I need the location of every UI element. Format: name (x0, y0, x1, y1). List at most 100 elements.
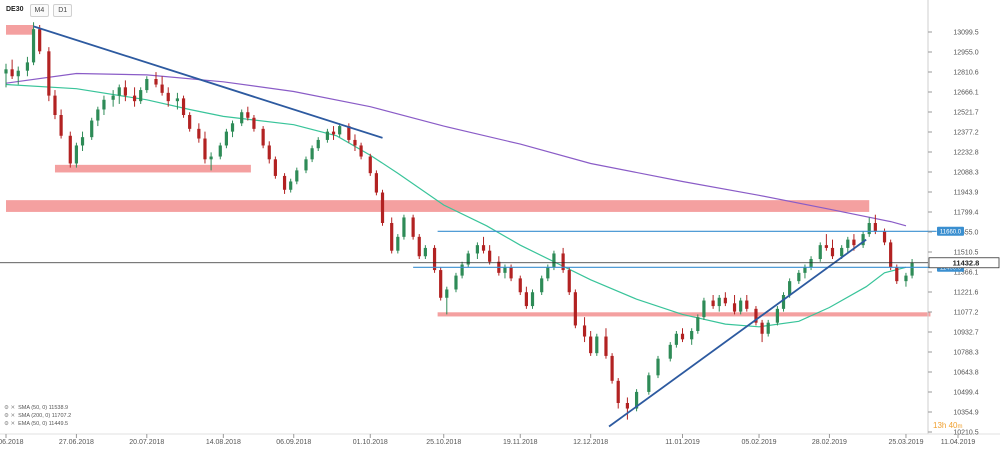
legend-settings-icon[interactable]: ⚙ ✕ (4, 421, 16, 427)
candle-body[interactable] (445, 289, 449, 298)
candle-body[interactable] (475, 245, 480, 254)
candle-body[interactable] (760, 322, 764, 334)
level-price-tag[interactable] (937, 226, 964, 236)
candle-body[interactable] (432, 247, 437, 271)
candle-body[interactable] (674, 333, 678, 345)
support-resistance-zone[interactable] (6, 200, 870, 212)
candle-body[interactable] (873, 223, 877, 232)
candle-body[interactable] (10, 69, 14, 77)
candle-body[interactable] (656, 358, 660, 376)
candle-body[interactable] (739, 300, 743, 312)
candle-body[interactable] (53, 95, 57, 116)
candle-body[interactable] (723, 297, 727, 304)
candle-body[interactable] (154, 79, 158, 85)
candle-body[interactable] (90, 120, 94, 138)
candle-body[interactable] (368, 156, 372, 174)
candle-body[interactable] (895, 267, 899, 282)
support-resistance-zone[interactable] (6, 25, 34, 35)
candle-body[interactable] (417, 236, 421, 257)
candle-body[interactable] (766, 322, 770, 334)
candle-body[interactable] (240, 112, 244, 124)
candle-body[interactable] (289, 181, 293, 190)
candle-body[interactable] (582, 325, 587, 337)
trendline[interactable] (33, 25, 383, 139)
candle-body[interactable] (390, 223, 394, 251)
candle-body[interactable] (102, 99, 106, 110)
candle-body[interactable] (625, 402, 630, 409)
candle-body[interactable] (325, 131, 330, 140)
candle-body[interactable] (503, 267, 507, 273)
candle-body[interactable] (353, 139, 357, 146)
candle-body[interactable] (209, 156, 213, 160)
candle-body[interactable] (175, 98, 180, 102)
candle-body[interactable] (454, 275, 458, 290)
candle-body[interactable] (224, 131, 228, 146)
candle-body[interactable] (380, 192, 385, 224)
candle-body[interactable] (861, 234, 865, 246)
candle-body[interactable] (775, 308, 779, 323)
candle-body[interactable] (481, 245, 486, 251)
candle-body[interactable] (711, 300, 715, 307)
candle-body[interactable] (904, 275, 908, 282)
candle-body[interactable] (423, 247, 427, 257)
candle-body[interactable] (347, 126, 351, 140)
candle-body[interactable] (668, 344, 672, 359)
candle-body[interactable] (518, 278, 522, 293)
candle-body[interactable] (589, 336, 593, 354)
candle-body[interactable] (31, 29, 36, 63)
candle-body[interactable] (139, 90, 143, 102)
candle-body[interactable] (80, 137, 85, 146)
legend-item[interactable]: ⚙ ✕ SMA (200, 0) 11707.2 (4, 412, 71, 420)
candle-body[interactable] (96, 109, 100, 121)
candle-body[interactable] (610, 355, 614, 381)
candle-body[interactable] (797, 272, 801, 282)
legend-item[interactable]: ⚙ ✕ EMA (50, 0) 11449.5 (4, 420, 71, 428)
candle-body[interactable] (396, 236, 400, 251)
candle-body[interactable] (273, 159, 277, 176)
candle-body[interactable] (282, 175, 287, 190)
candle-body[interactable] (117, 87, 121, 96)
candle-body[interactable] (867, 223, 871, 235)
candle-body[interactable] (402, 217, 406, 237)
candle-body[interactable] (680, 333, 685, 340)
candle-body[interactable] (546, 267, 550, 279)
trendline[interactable] (608, 238, 867, 428)
interval-button[interactable]: M4 (29, 4, 50, 17)
candle-body[interactable] (524, 292, 528, 307)
candle-body[interactable] (910, 262, 914, 276)
candle-body[interactable] (38, 29, 42, 52)
candle-body[interactable] (754, 308, 758, 323)
candle-body[interactable] (359, 145, 363, 157)
candle-body[interactable] (788, 281, 792, 295)
candle-body[interactable] (781, 294, 786, 309)
candle-body[interactable] (818, 245, 822, 259)
candle-body[interactable] (310, 148, 314, 160)
candle-body[interactable] (316, 139, 320, 149)
symbol-label[interactable]: DE30 (6, 6, 24, 13)
candle-body[interactable] (411, 217, 415, 237)
candle-body[interactable] (166, 92, 170, 102)
candle-body[interactable] (230, 123, 235, 132)
candle-body[interactable] (252, 117, 256, 129)
candle-body[interactable] (690, 330, 694, 340)
candle-body[interactable] (68, 135, 72, 164)
candle-body[interactable] (604, 336, 608, 356)
candle-body[interactable] (616, 380, 620, 403)
candle-body[interactable] (246, 112, 250, 118)
candle-body[interactable] (460, 264, 464, 276)
candle-body[interactable] (74, 145, 79, 164)
candle-body[interactable] (16, 70, 20, 77)
candle-body[interactable] (882, 231, 887, 243)
candle-body[interactable] (846, 239, 850, 248)
candle-body[interactable] (295, 170, 299, 182)
candle-body[interactable] (824, 245, 828, 248)
candle-body[interactable] (47, 51, 51, 96)
candle-body[interactable] (160, 84, 164, 93)
candle-body[interactable] (197, 128, 201, 139)
candle-body[interactable] (567, 270, 571, 293)
legend-item[interactable]: ⚙ ✕ SMA (50, 0) 11538.9 (4, 404, 71, 412)
timeframe-button[interactable]: D1 (53, 4, 73, 17)
candle-body[interactable] (132, 95, 137, 102)
candle-body[interactable] (889, 242, 893, 268)
